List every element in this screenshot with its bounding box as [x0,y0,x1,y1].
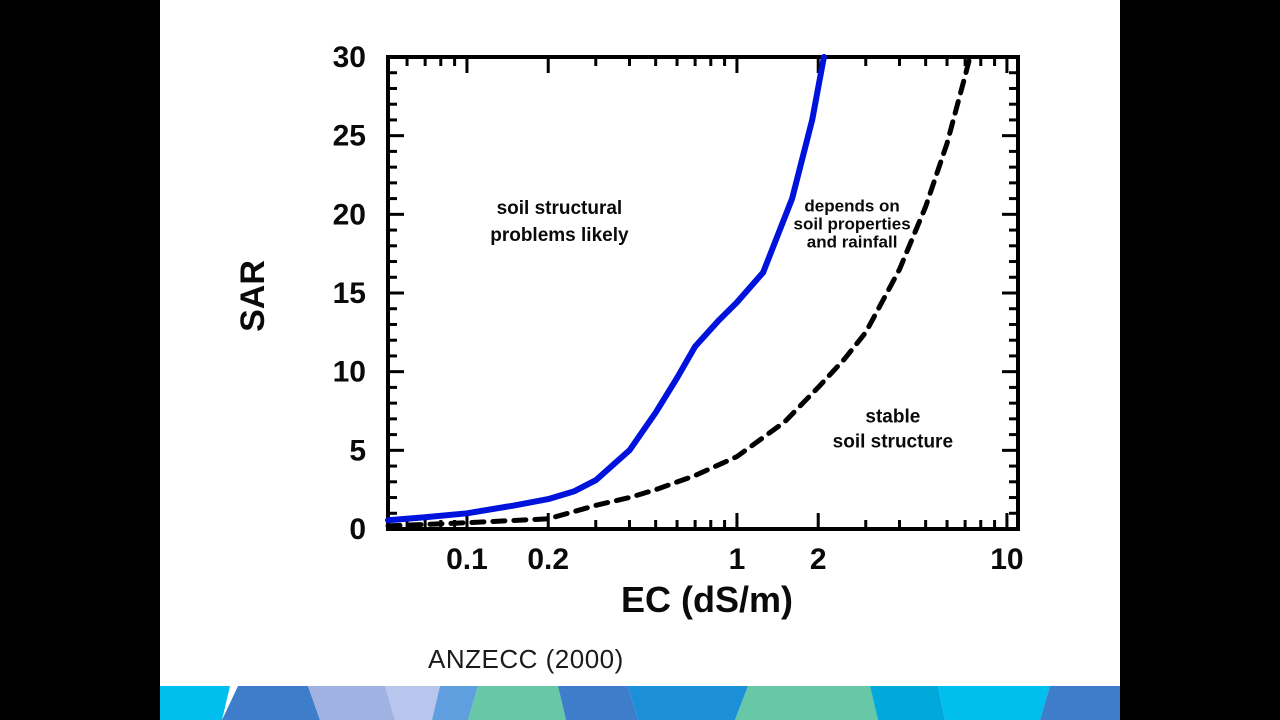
left-letterbox-bar [0,0,160,720]
y-axis-title: SAR [234,260,272,332]
y-tick-label: 10 [333,356,366,389]
annotation-region-depends: and rainfall [807,233,898,252]
footer-shape-6 [558,686,638,720]
x-axis-title: EC (dS/m) [621,579,793,620]
y-tick-label: 0 [349,513,366,546]
footer-shape-2 [308,686,395,720]
x-tick-label: 1 [729,543,746,576]
footer-shape-11 [1040,686,1120,720]
annotation-region-stable: soil structure [833,431,953,452]
y-tick-label: 25 [333,120,366,153]
footer-shape-8 [735,686,878,720]
x-tick-label: 2 [810,543,827,576]
footer-shape-10 [938,686,1050,720]
footer-shape-5 [468,686,566,720]
x-tick-label: 0.2 [527,543,569,576]
sar-vs-ec-chart: 0.1 0.2 1 2 10 0 5 10 15 20 25 30 EC (dS/m) SAR soil s… [234,41,1024,620]
annotation-region-stable: stable [865,406,920,427]
series-upper-boundary-soil-structural-problems [385,54,827,524]
y-tick-label: 15 [333,277,366,310]
footer-decoration-banner [160,686,1120,720]
y-tick-label: 20 [333,198,366,231]
annotation-region-problems: soil structural [497,198,623,219]
x-tick-label: 0.1 [446,543,488,576]
footer-shape-4 [432,686,478,720]
series-lower-boundary-stable-soil-structure [385,54,973,529]
x-tick-label: 10 [990,543,1023,576]
footer-shape-1 [222,686,320,720]
annotation-region-depends: depends on [804,197,899,216]
annotation-region-problems: problems likely [490,225,629,246]
footer-shape-3 [385,686,440,720]
citation-text: ANZECC (2000) [428,644,624,674]
right-letterbox-bar [1120,0,1280,720]
annotation-region-depends: soil properties [794,215,911,234]
plot-border [386,55,1020,531]
footer-shape-7 [628,686,748,720]
slide-content: 0.1 0.2 1 2 10 0 5 10 15 20 25 30 EC (dS/m) SAR soil s… [160,0,1120,720]
footer-shape-9 [870,686,945,720]
y-tick-label: 30 [333,41,366,74]
y-tick-label: 5 [349,434,366,467]
footer-shape-0 [160,686,230,720]
